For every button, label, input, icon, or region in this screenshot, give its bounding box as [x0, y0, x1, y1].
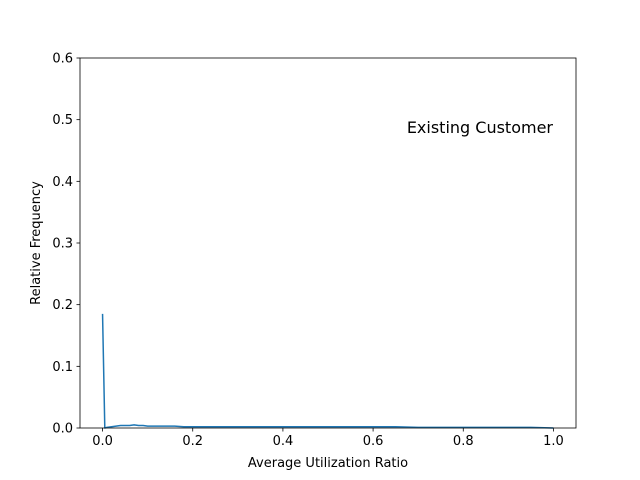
x-tick-label: 0.6 — [363, 434, 384, 449]
ticks-group: 0.0 0.2 0.4 0.6 0.8 1.0 0.0 0.1 0.2 0.3 0.4 0.5 0.6 — [52, 52, 563, 450]
y-tick-label: 0.0 — [52, 422, 73, 437]
plot-area — [80, 58, 576, 428]
x-tick-label: 0.2 — [182, 434, 203, 449]
x-tick-label: 0.0 — [92, 434, 113, 449]
y-axis-label: Relative Frequency — [29, 181, 44, 305]
y-tick-label: 0.1 — [52, 360, 73, 375]
series-line — [101, 313, 554, 429]
y-tick-label: 0.4 — [52, 175, 73, 190]
x-tick-label: 1.0 — [543, 434, 564, 449]
chart-annotation: Existing Customer — [407, 118, 554, 137]
y-tick-label: 0.2 — [52, 298, 73, 313]
y-tick-label: 0.6 — [52, 52, 73, 67]
y-tick-label: 0.3 — [52, 237, 73, 252]
series-group — [101, 313, 554, 429]
y-tick-label: 0.5 — [52, 113, 73, 128]
axes-frame — [79, 57, 577, 429]
x-axis-label: Average Utilization Ratio — [248, 456, 408, 471]
x-tick-label: 0.4 — [273, 434, 294, 449]
x-tick-label: 0.8 — [453, 434, 474, 449]
